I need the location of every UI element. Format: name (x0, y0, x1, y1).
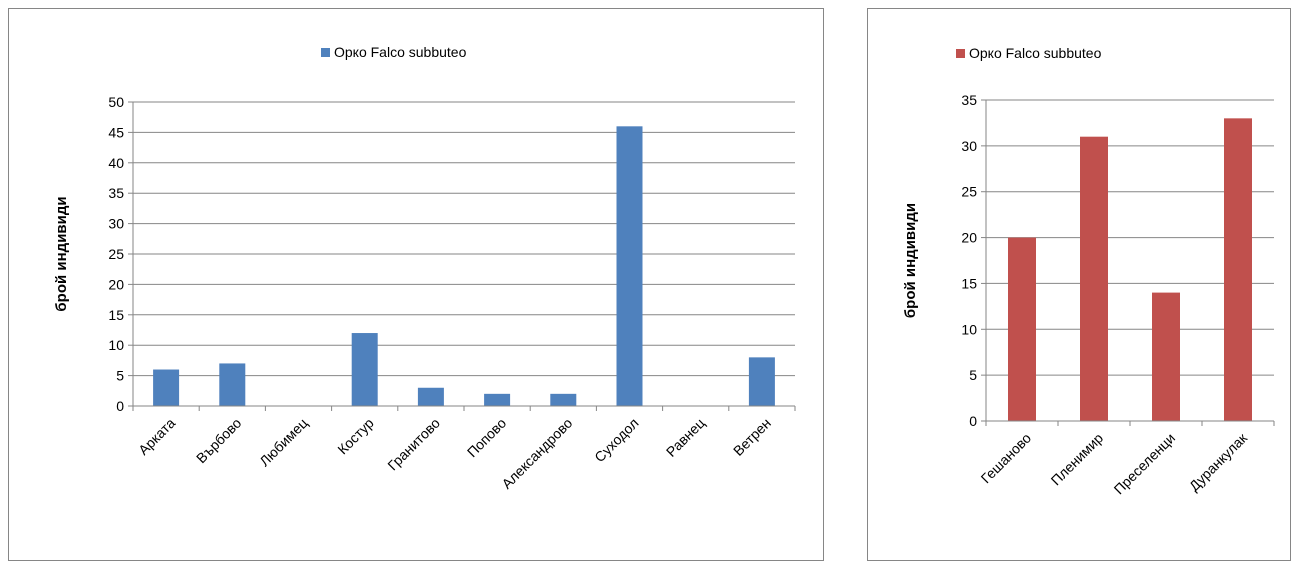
y-tick-label: 0 (116, 398, 124, 414)
y-tick-label: 10 (961, 321, 977, 337)
y-tick-label: 15 (961, 275, 977, 291)
chart-right: Орко Falco subbuteo 0 5 10 15 20 25 30 35 Гешанов… (902, 45, 1275, 498)
y-tick-label: 25 (961, 184, 977, 200)
chart-right-panel: Орко Falco subbuteo 0 5 10 15 20 25 30 35 Гешанов… (867, 8, 1291, 561)
bar (484, 393, 511, 406)
legend-swatch (321, 48, 330, 57)
x-tick-label: Александрово (498, 415, 575, 492)
x-tick-label: Гешаново (978, 430, 1035, 487)
x-tick-label: Върбово (193, 415, 245, 467)
bar (1152, 292, 1180, 421)
bar (219, 363, 246, 406)
y-tick-label: 35 (961, 92, 977, 108)
chart-left-panel: Орко Falco subbuteo 0 5 10 15 20 25 30 35 40 45 50 А… (8, 8, 824, 561)
x-tick-label: Суходол (591, 415, 641, 465)
bar (351, 333, 378, 406)
x-tick-label: Равнец (663, 415, 708, 460)
x-tick-label: Костур (334, 415, 377, 458)
bar (550, 393, 577, 406)
bar (1224, 118, 1252, 421)
y-tick-label: 5 (116, 368, 124, 384)
bar (417, 387, 444, 406)
bar (1008, 237, 1036, 421)
x-tick-label: Преселенци (1111, 430, 1179, 498)
y-tick-label: 30 (961, 138, 977, 154)
y-axis-title: брой индивиди (53, 196, 70, 311)
x-tick-label: Ветрен (730, 415, 774, 459)
x-tick-label: Любимец (256, 415, 310, 469)
y-tick-label: 30 (108, 216, 124, 232)
x-tick-label: Гранитово (384, 415, 443, 474)
chart-left: Орко Falco subbuteo 0 5 10 15 20 25 30 35 40 45 50 А… (53, 44, 796, 492)
y-tick-label: 5 (969, 367, 977, 383)
x-tick-label: Арката (135, 415, 178, 458)
y-tick-label: 45 (108, 124, 124, 140)
bar (616, 126, 643, 406)
y-tick-label: 20 (108, 276, 124, 292)
y-tick-label: 15 (108, 307, 124, 323)
y-axis-title: брой индивиди (902, 203, 919, 318)
bar (1080, 136, 1108, 421)
bar (153, 369, 180, 406)
y-tick-label: 50 (108, 94, 124, 110)
x-tick-label: Попово (464, 415, 510, 461)
legend-swatch (956, 49, 965, 58)
y-tick-label: 25 (108, 246, 124, 262)
y-tick-label: 40 (108, 155, 124, 171)
y-tick-label: 35 (108, 185, 124, 201)
y-tick-label: 10 (108, 337, 124, 353)
y-tick-label: 0 (969, 413, 977, 429)
bar (748, 357, 775, 406)
y-tick-label: 20 (961, 230, 977, 246)
x-tick-label: Дуранкулак (1186, 429, 1251, 494)
x-tick-label: Пленимир (1048, 430, 1107, 489)
legend-label: Орко Falco subbuteo (334, 44, 467, 60)
legend-label: Орко Falco subbuteo (969, 45, 1102, 61)
